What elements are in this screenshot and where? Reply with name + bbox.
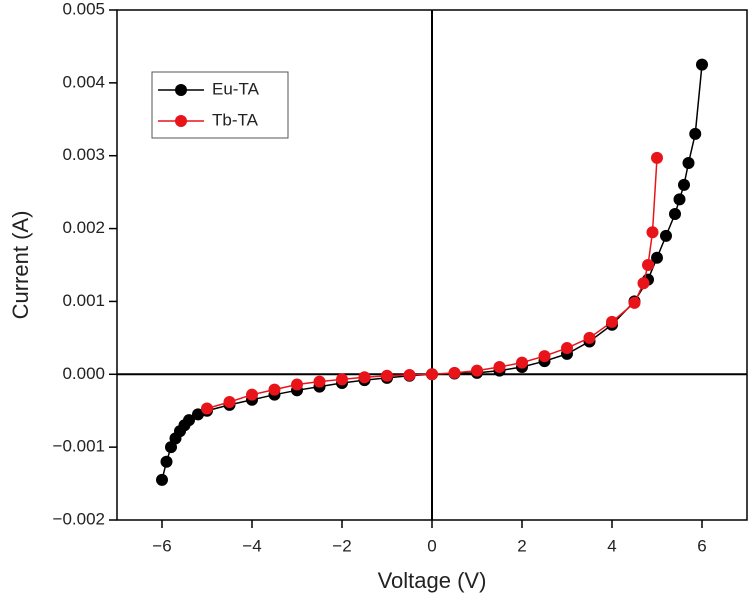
data-point bbox=[201, 402, 213, 415]
data-point bbox=[678, 178, 690, 191]
data-point bbox=[471, 364, 483, 377]
data-point bbox=[583, 331, 596, 344]
y-tick-label: −0.002 bbox=[53, 509, 105, 528]
data-point bbox=[651, 251, 663, 264]
data-point bbox=[516, 356, 528, 369]
data-point bbox=[381, 369, 393, 382]
data-point bbox=[160, 455, 173, 468]
legend-marker bbox=[175, 115, 187, 127]
x-tick-label: −2 bbox=[332, 536, 351, 555]
data-point bbox=[628, 296, 641, 309]
x-tick-label: −6 bbox=[152, 536, 171, 555]
data-point bbox=[673, 193, 686, 206]
legend-label: Eu-TA bbox=[212, 79, 260, 98]
data-point bbox=[637, 277, 650, 290]
data-point bbox=[642, 259, 654, 271]
data-point bbox=[646, 226, 659, 239]
data-point bbox=[246, 388, 258, 401]
data-point bbox=[651, 151, 663, 164]
data-point bbox=[682, 157, 695, 169]
data-point bbox=[493, 361, 506, 373]
y-tick-label: 0.004 bbox=[62, 72, 105, 91]
x-tick-label: −4 bbox=[242, 536, 261, 555]
y-tick-label: 0.005 bbox=[62, 0, 105, 18]
y-tick-label: 0.003 bbox=[62, 145, 105, 164]
data-point bbox=[358, 371, 371, 384]
x-tick-label: 2 bbox=[517, 536, 526, 555]
legend-box bbox=[151, 71, 289, 139]
data-point bbox=[156, 473, 168, 486]
data-point bbox=[660, 229, 672, 242]
y-tick-label: 0.000 bbox=[62, 364, 105, 383]
x-tick-label: 6 bbox=[697, 536, 706, 555]
data-point bbox=[426, 368, 438, 381]
data-point bbox=[561, 342, 573, 355]
data-point bbox=[448, 366, 461, 379]
data-point bbox=[606, 315, 618, 328]
data-point bbox=[291, 378, 303, 391]
y-axis-label: Current (A) bbox=[8, 211, 33, 320]
legend-marker bbox=[175, 84, 187, 96]
x-axis-label: Voltage (V) bbox=[378, 568, 487, 593]
y-tick-label: −0.001 bbox=[53, 437, 105, 456]
data-point bbox=[403, 369, 416, 382]
x-tick-label: 0 bbox=[427, 536, 436, 555]
data-point bbox=[538, 350, 551, 363]
data-point bbox=[268, 383, 281, 396]
data-point bbox=[223, 395, 236, 408]
y-tick-label: 0.001 bbox=[62, 291, 105, 310]
data-point bbox=[183, 414, 195, 427]
data-point bbox=[696, 58, 708, 71]
data-point bbox=[669, 208, 681, 220]
data-point bbox=[689, 127, 702, 140]
legend-label: Tb-TA bbox=[212, 110, 259, 129]
x-tick-label: 4 bbox=[607, 536, 616, 555]
data-point bbox=[336, 373, 348, 386]
data-point bbox=[313, 375, 326, 388]
data-point bbox=[192, 408, 204, 421]
y-tick-label: 0.002 bbox=[62, 218, 105, 237]
